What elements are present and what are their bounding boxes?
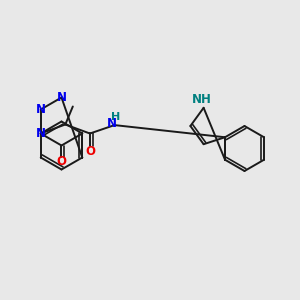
Text: N: N — [106, 117, 116, 130]
Text: NH: NH — [192, 93, 212, 106]
Text: O: O — [85, 145, 95, 158]
Text: H: H — [111, 112, 120, 122]
Text: N: N — [36, 103, 46, 116]
Text: N: N — [36, 127, 46, 140]
Text: N: N — [56, 91, 67, 104]
Text: O: O — [56, 155, 67, 169]
